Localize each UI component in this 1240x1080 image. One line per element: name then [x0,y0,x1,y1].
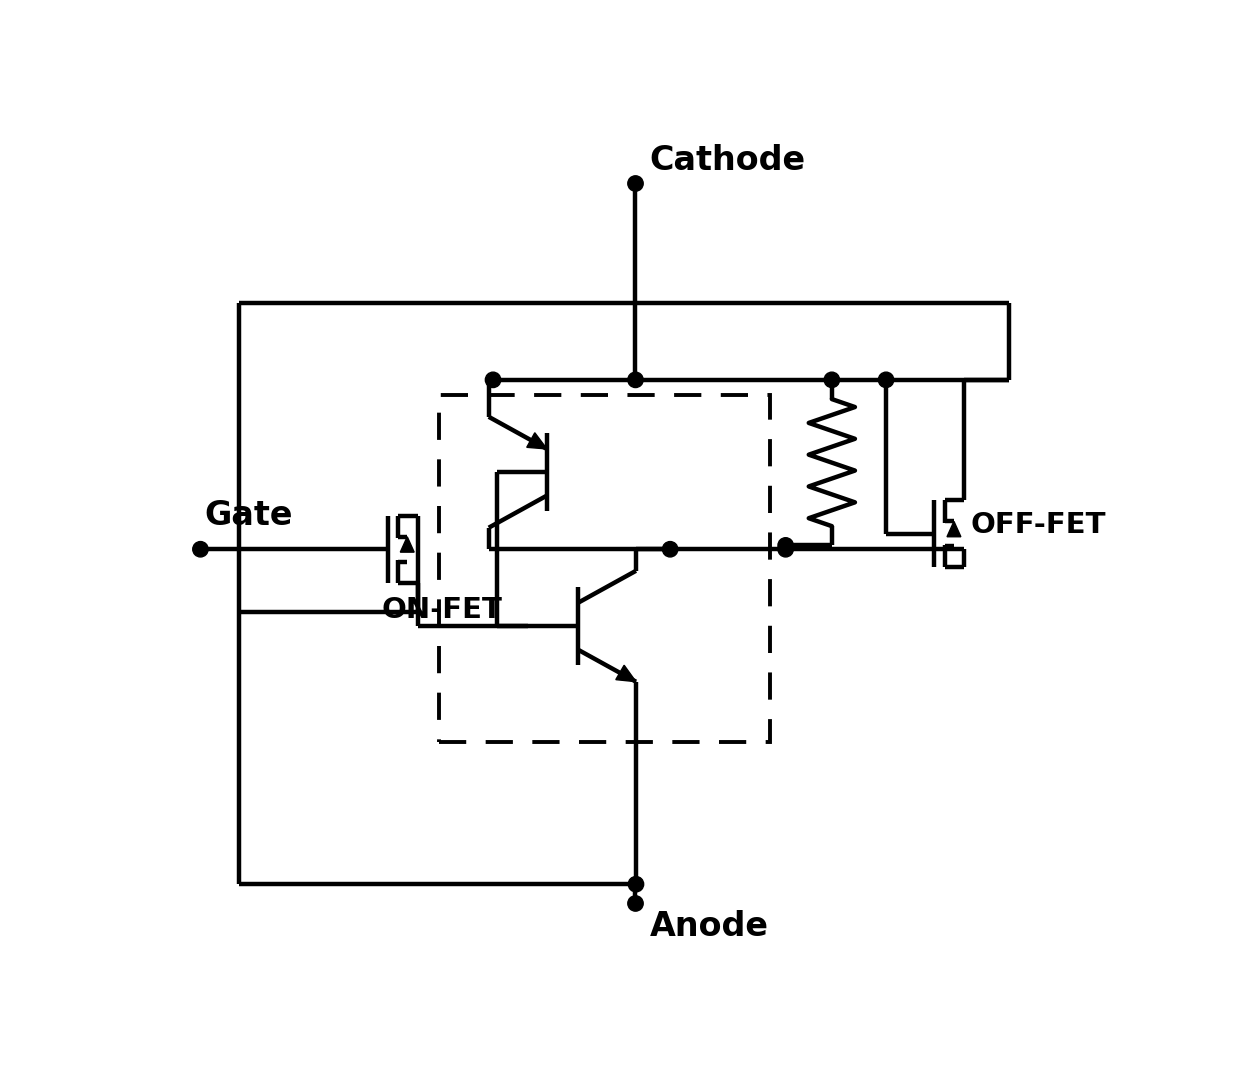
Circle shape [825,373,839,388]
Circle shape [192,541,208,557]
Circle shape [627,895,644,912]
Circle shape [627,373,644,388]
Polygon shape [616,665,636,681]
Circle shape [629,877,644,892]
Polygon shape [401,537,414,552]
Text: Anode: Anode [650,909,769,943]
Circle shape [878,373,894,388]
Text: ON-FET: ON-FET [382,596,502,624]
Circle shape [485,373,501,388]
Circle shape [777,541,794,557]
Polygon shape [947,522,961,537]
Circle shape [627,176,644,191]
Circle shape [662,541,678,557]
Circle shape [777,538,794,553]
Text: OFF-FET: OFF-FET [971,511,1106,539]
Text: Cathode: Cathode [650,145,806,177]
Polygon shape [527,433,547,449]
Text: Gate: Gate [205,499,293,532]
